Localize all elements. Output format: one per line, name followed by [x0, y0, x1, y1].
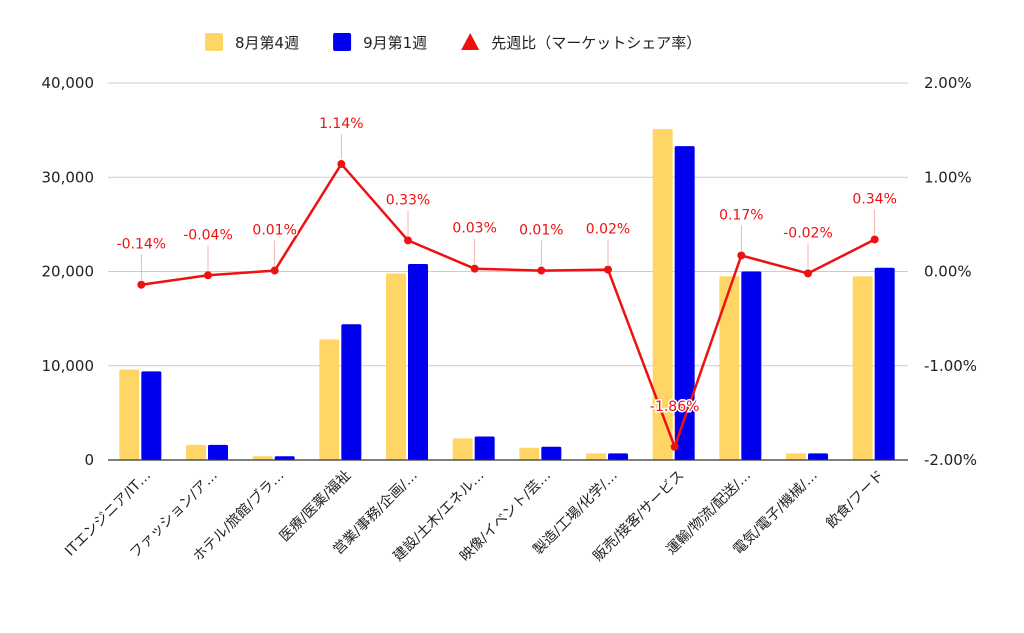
- share-line-path: [141, 162, 876, 449]
- left-tick-label: 30,000: [42, 168, 95, 186]
- legend-swatch-triangle: [461, 33, 480, 50]
- bar: [608, 453, 628, 460]
- data-label: 0.01%: [252, 223, 296, 239]
- bar: [319, 339, 340, 460]
- left-tick-label: 20,000: [42, 263, 95, 281]
- bar: [274, 456, 295, 460]
- bar: [474, 436, 495, 460]
- bar: [208, 444, 228, 460]
- data-label: 0.02%: [586, 222, 630, 238]
- bar: [186, 444, 206, 460]
- data-label: -0.14%: [117, 237, 167, 253]
- line-point: [737, 251, 746, 260]
- right-tick-label: 1.00%: [924, 168, 972, 186]
- bar: [674, 146, 695, 460]
- bar: [586, 453, 606, 460]
- line-point: [804, 269, 812, 278]
- bar: [719, 276, 740, 460]
- legend: 8月第4週 9月第1週 先週比（マーケットシェア率）: [205, 33, 701, 52]
- bar: [874, 267, 895, 460]
- left-tick-label: 0: [84, 451, 94, 469]
- bar: [852, 276, 873, 460]
- bars: [119, 129, 895, 460]
- data-label: 0.17%: [719, 207, 763, 223]
- category-label: 医療/医薬/福祉: [276, 467, 354, 545]
- bar: [341, 324, 362, 460]
- data-label: 0.01%: [519, 223, 563, 239]
- bar: [119, 369, 140, 460]
- right-y-axis: -2.00% -1.00% 0.00% 1.00% 2.00%: [924, 74, 977, 469]
- bar: [386, 273, 406, 460]
- bar: [141, 371, 162, 460]
- gridlines: [108, 82, 908, 367]
- data-label: -0.02%: [783, 225, 833, 241]
- bar: [408, 263, 428, 460]
- right-tick-label: -1.00%: [924, 357, 977, 375]
- data-label: 0.34%: [852, 191, 896, 207]
- line-point: [470, 264, 479, 273]
- right-tick-label: 2.00%: [924, 74, 972, 92]
- left-tick-label: 10,000: [42, 357, 95, 375]
- bar: [519, 447, 540, 460]
- line-point: [537, 266, 546, 275]
- data-label: 1.14%: [319, 116, 363, 132]
- bar: [652, 129, 673, 460]
- line-point: [670, 442, 679, 451]
- bar: [741, 271, 762, 460]
- left-tick-label: 40,000: [42, 74, 95, 92]
- line-point: [204, 271, 212, 280]
- bar: [452, 438, 473, 460]
- bar: [808, 453, 828, 460]
- right-tick-label: 0.00%: [924, 263, 972, 281]
- share-line: -0.14% -0.04% 0.01% 1.14% 0.33% 0.03% 0.01% 0.0…: [115, 115, 898, 451]
- line-point: [870, 235, 879, 244]
- line-point: [404, 236, 412, 245]
- legend-label: 8月第4週: [235, 34, 299, 52]
- line-point: [137, 280, 146, 289]
- data-label: -0.04%: [183, 227, 233, 243]
- data-label: -1.86%: [650, 399, 700, 415]
- line-point: [337, 160, 346, 169]
- category-label: 飲食/フード: [823, 467, 888, 532]
- legend-swatch: [205, 33, 223, 51]
- left-y-axis: 0 10,000 20,000 30,000 40,000: [42, 74, 95, 469]
- legend-label: 9月第1週: [363, 34, 427, 52]
- bar: [541, 446, 562, 460]
- data-label: 0.33%: [386, 192, 430, 208]
- bar: [786, 453, 806, 460]
- data-label: 0.03%: [452, 221, 496, 237]
- right-tick-label: -2.00%: [924, 451, 977, 469]
- legend-swatch: [333, 33, 352, 51]
- legend-label: 先週比（マーケットシェア率）: [491, 34, 701, 52]
- category-labels: ITエンジニア/IT…ファッション/ア…ホテル/旅館/ブラ…医療/医薬/福祉営業…: [62, 467, 887, 565]
- bar: [252, 456, 273, 460]
- line-point: [604, 265, 612, 274]
- line-point: [270, 266, 279, 275]
